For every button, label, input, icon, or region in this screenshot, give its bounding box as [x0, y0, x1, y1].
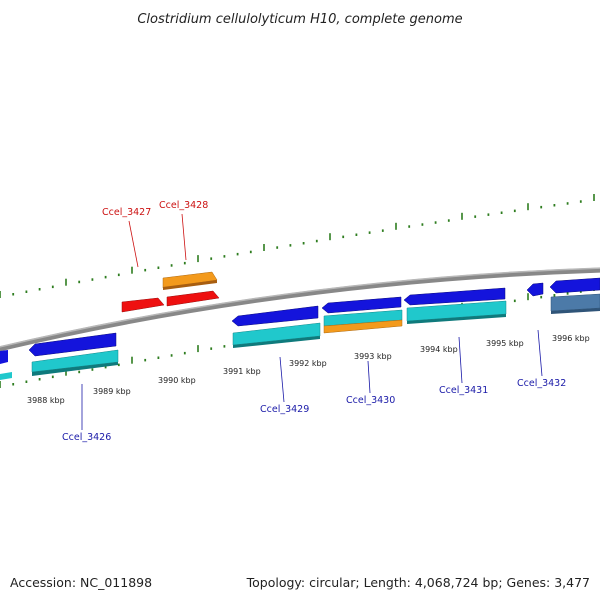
gene-label-ccel-3426[interactable]: Ccel_3426: [62, 432, 111, 443]
leader-3429: [279, 356, 285, 403]
accession-text: Accession: NC_011898: [10, 575, 152, 590]
reverse-strand-genes: [0, 293, 600, 380]
gene-label-ccel-3432[interactable]: Ccel_3432: [517, 378, 566, 389]
leader-3431: [458, 336, 463, 384]
gene-cyan-3429-shadow: [233, 336, 320, 348]
gene-steel-blue-shadow: [551, 308, 600, 314]
leader-3428: [181, 213, 187, 261]
gene-label-ccel-3427[interactable]: Ccel_3427: [102, 207, 151, 218]
kbp-label: 3995 kbp: [486, 339, 524, 348]
kbp-label: 3993 kbp: [354, 352, 392, 361]
gene-cyan-3431-shadow: [407, 314, 506, 324]
gene-label-ccel-3429[interactable]: Ccel_3429: [260, 404, 309, 415]
kbp-label: 3992 kbp: [289, 359, 327, 368]
outer-tick-ring: [0, 194, 595, 298]
gene-blue-arrow-edge[interactable]: [549, 277, 600, 294]
gene-labels: Ccel_3426 Ccel_3427 Ccel_3428 Ccel_3429 …: [62, 200, 566, 443]
gene-ccel-3427-arrow[interactable]: [121, 297, 165, 313]
gene-ccel-3428-shadow: [163, 280, 217, 290]
gene-label-ccel-3431[interactable]: Ccel_3431: [439, 385, 488, 396]
gene-blue-arrow-3431[interactable]: [403, 287, 506, 306]
gene-label-ccel-3428[interactable]: Ccel_3428: [159, 200, 208, 211]
leader-3430: [367, 360, 371, 394]
label-leaders: [81, 213, 543, 430]
kbp-label: 3994 kbp: [420, 345, 458, 354]
gene-blue-arrow-3429[interactable]: [231, 305, 319, 327]
genome-backbone: [0, 267, 600, 352]
gene-cyan-3426-shadow: [32, 362, 118, 376]
gene-blue-left-edge[interactable]: [0, 350, 8, 364]
kbp-label: 3990 kbp: [158, 376, 196, 385]
gene-ccel-3430-orange[interactable]: [323, 319, 403, 334]
gene-blue-arrow-3430[interactable]: [321, 296, 402, 314]
gene-red-arrow-2[interactable]: [166, 290, 220, 307]
gene-cyan-left-edge[interactable]: [0, 372, 12, 380]
kbp-label: 3988 kbp: [27, 396, 65, 405]
gene-label-ccel-3430[interactable]: Ccel_3430: [346, 395, 395, 406]
backbone-highlight: [0, 267, 600, 348]
forward-strand-genes: [121, 271, 600, 327]
gene-steel-blue[interactable]: [550, 293, 600, 312]
leader-3427: [128, 220, 139, 268]
gene-blue-arrow-small[interactable]: [526, 282, 544, 297]
topology-text: Topology: circular; Length: 4,068,724 bp…: [246, 575, 590, 590]
kbp-label: 3989 kbp: [93, 387, 131, 396]
leader-3432: [537, 329, 543, 377]
kbp-label: 3991 kbp: [223, 367, 261, 376]
kbp-label: 3996 kbp: [552, 334, 590, 343]
kbp-labels: 3988 kbp 3989 kbp 3990 kbp 3991 kbp 3992…: [27, 334, 590, 405]
genome-title: Clostridium cellulolyticum H10, complete…: [137, 12, 462, 27]
gene-ccel-3426-arrow[interactable]: [28, 332, 117, 357]
